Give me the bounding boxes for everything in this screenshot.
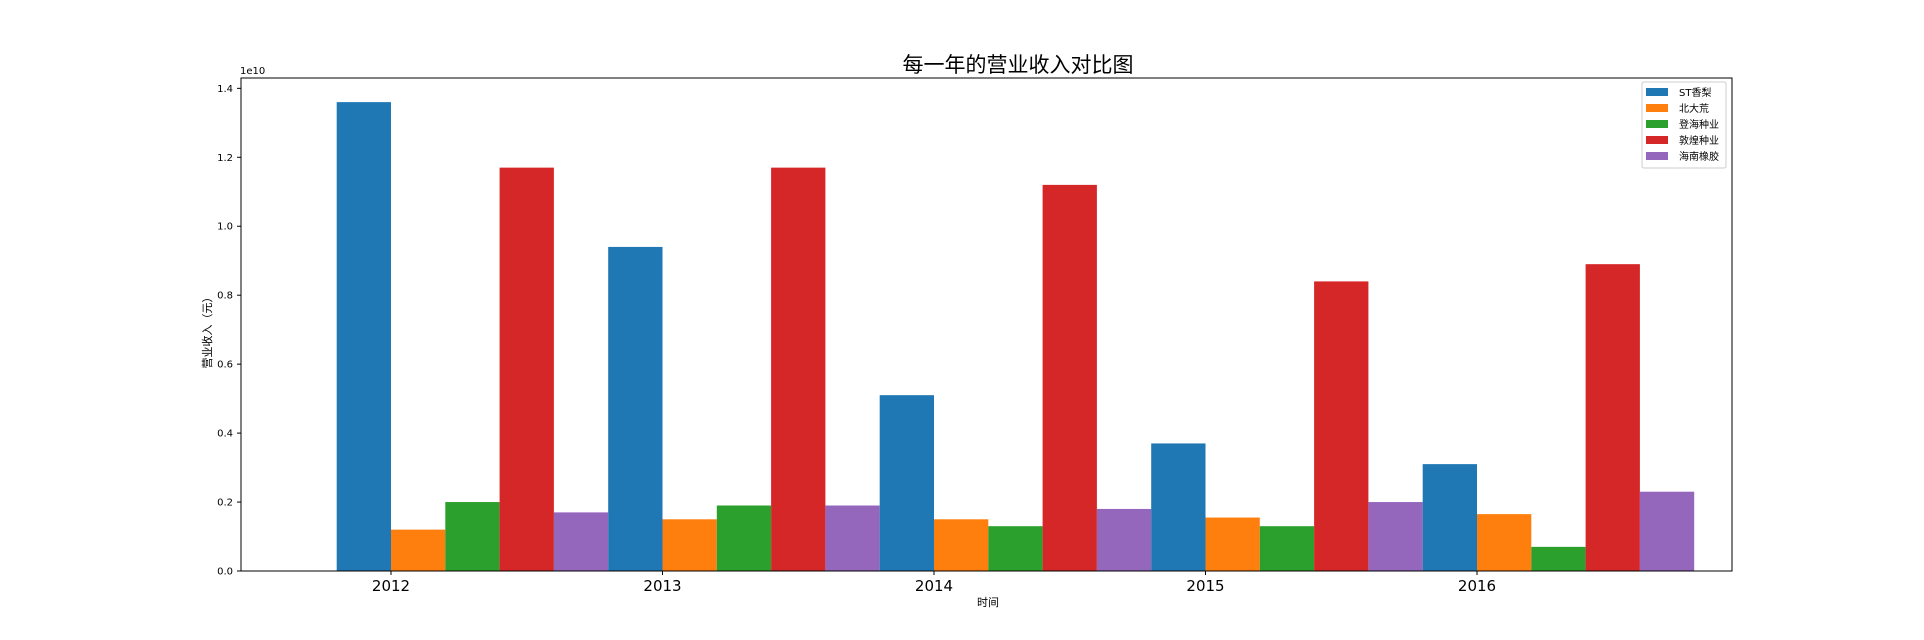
bar-2013-4 (771, 167, 826, 572)
bar-2015-1 (1151, 443, 1206, 571)
x-axis-label: 时间 (977, 596, 999, 609)
bar-2014-3 (988, 526, 1043, 571)
bar-2016-5 (1639, 491, 1695, 571)
y-tick-label: 0.6 (217, 360, 233, 371)
bar-2015-3 (1259, 526, 1315, 571)
bar-2013-5 (825, 505, 880, 571)
bar-2016-4 (1585, 264, 1640, 571)
bar-2012-4 (499, 167, 554, 572)
y-tick-label: 0.0 (217, 567, 233, 578)
bar-2012-1 (336, 102, 391, 571)
legend-swatch (1646, 152, 1668, 160)
legend-swatch (1646, 136, 1668, 144)
y-tick-label: 0.8 (217, 291, 233, 302)
x-tick-label: 2016 (1458, 577, 1496, 595)
bar-2015-5 (1368, 502, 1423, 571)
bar-2016-3 (1531, 546, 1586, 571)
y-tick-label: 1.4 (217, 84, 233, 95)
x-tick-label: 2014 (915, 577, 953, 595)
legend-box (1641, 81, 1727, 169)
legend-swatch (1646, 120, 1668, 128)
legend-swatch (1646, 88, 1668, 96)
legend-label: 海南橡胶 (1679, 150, 1719, 163)
legend-label: 敦煌种业 (1679, 134, 1719, 147)
y-axis-label: 营业收入（元） (200, 292, 214, 369)
x-tick-label: 2015 (1186, 577, 1224, 595)
chart-title: 每一年的营业收入对比图 (903, 53, 1134, 77)
bar-2016-1 (1422, 464, 1477, 571)
legend-label: 登海种业 (1679, 118, 1719, 131)
x-tick-label: 2012 (372, 577, 410, 595)
bar-2013-3 (716, 505, 772, 571)
bar-2014-4 (1042, 184, 1097, 571)
y-tick-label: 1.2 (217, 153, 233, 164)
y-tick-label: 1.0 (217, 222, 233, 233)
bar-2016-2 (1477, 514, 1532, 571)
bar-2012-2 (391, 529, 446, 571)
bar-2015-4 (1314, 281, 1369, 571)
bar-2012-5 (553, 512, 609, 571)
bar-2012-3 (445, 502, 500, 571)
legend-swatch (1646, 104, 1668, 112)
plot-frame (240, 77, 1733, 572)
x-tick-label: 2013 (643, 577, 681, 595)
bar-2014-2 (934, 519, 989, 571)
y-tick-label: 0.4 (217, 429, 233, 440)
y-tick-label: 0.2 (217, 498, 233, 509)
bar-2013-1 (608, 246, 663, 572)
bar-2013-2 (662, 519, 717, 571)
bar-2015-2 (1205, 517, 1260, 571)
y-multiplier-label: 1e10 (240, 66, 265, 77)
legend-label: 北大荒 (1679, 102, 1709, 115)
legend-label: ST香梨 (1679, 86, 1711, 99)
bar-2014-5 (1096, 508, 1152, 571)
bar-2014-1 (879, 395, 934, 571)
